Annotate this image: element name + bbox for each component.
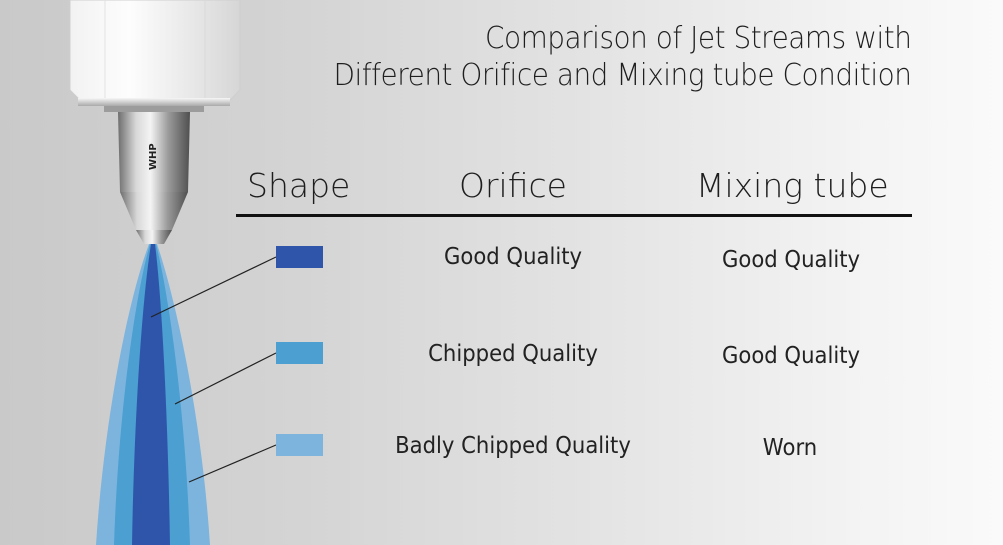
row1-mixing-tube: Good Quality — [721, 247, 861, 273]
header-shape: Shape — [247, 166, 351, 205]
jet-core-layer — [132, 244, 170, 545]
shape-swatch-chipped — [276, 342, 323, 364]
nozzle-label: WHP — [148, 143, 159, 170]
shape-swatch-badly-chipped — [276, 434, 323, 456]
jet-stream — [96, 244, 210, 545]
title-line-1: Comparison of Jet Streams with — [484, 21, 912, 56]
leader-line-middle — [174, 352, 277, 405]
leader-lines — [150, 256, 277, 483]
row3-mixing-tube: Worn — [762, 435, 818, 461]
row1-orifice: Good Quality — [443, 244, 583, 270]
leader-line-outer — [188, 444, 277, 483]
header-divider — [236, 214, 912, 217]
row2-orifice: Chipped Quality — [428, 341, 598, 367]
title-line-2: Different Orifice and Mixing tube Condit… — [333, 58, 911, 93]
header-mixing-tube: Mixing tube — [696, 166, 889, 205]
diagram-title: Comparison of Jet Streams with Different… — [333, 20, 911, 94]
row2-mixing-tube: Good Quality — [721, 343, 861, 369]
header-orifice: Orifice — [459, 166, 567, 205]
row3-orifice: Badly Chipped Quality — [395, 433, 631, 459]
nozzle-body — [69, 0, 241, 244]
leader-line-core — [150, 256, 277, 318]
shape-swatch-good — [276, 246, 323, 268]
